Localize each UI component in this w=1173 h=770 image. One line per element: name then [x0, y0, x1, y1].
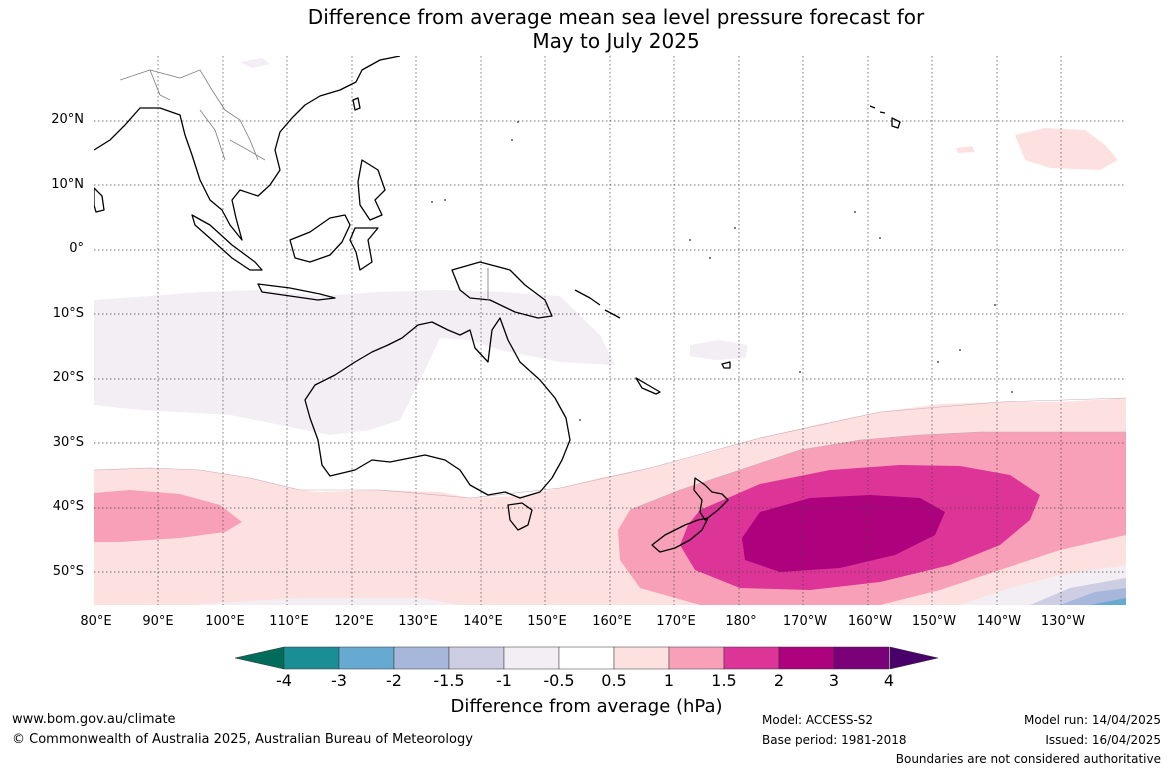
- asia-mainland-coastline: [94, 56, 401, 241]
- model-run-date: Model run: 14/04/2025: [1023, 713, 1161, 727]
- anomaly-zone-pos-light: [956, 146, 975, 153]
- lon-label: 110°E: [269, 614, 309, 629]
- colorbar-segment: [668, 646, 725, 670]
- lat-label: 0°: [69, 241, 84, 256]
- colorbar-segment: [393, 646, 450, 670]
- borneo-coastline: [289, 214, 351, 263]
- anomaly-zone-neg-light: [240, 58, 270, 68]
- model-name: Model: ACCESS-S2: [762, 713, 874, 727]
- lat-label: 40°S: [52, 499, 84, 514]
- issued-date: Issued: 16/04/2025: [1045, 733, 1161, 747]
- colorbar-segment: [338, 646, 395, 670]
- lon-label: 170°E: [656, 614, 696, 629]
- lon-label: 160°E: [592, 614, 632, 629]
- lat-label: 50°S: [52, 564, 84, 579]
- colorbar-segment: [503, 646, 560, 670]
- anomaly-zone-neg-light: [690, 340, 748, 360]
- lat-label: 30°S: [52, 435, 84, 450]
- nz-north-island-coastline: [693, 477, 729, 521]
- colorbar-tick: -4: [276, 671, 292, 690]
- colorbar-tick: -3: [331, 671, 347, 690]
- anomaly-zone-neg-strong: [1060, 588, 1126, 605]
- lat-label: 20°S: [52, 370, 84, 385]
- taiwan-coastline: [352, 97, 361, 111]
- lon-label: 80°E: [80, 614, 112, 629]
- colorbar-segment: [613, 646, 670, 670]
- lon-label: 150°E: [527, 614, 567, 629]
- colorbar-segment: [833, 646, 890, 670]
- anomaly-zone-neg-deep: [1090, 598, 1126, 605]
- lat-label: 10°N: [51, 177, 84, 192]
- lon-label: 100°E: [205, 614, 245, 629]
- sri-lanka-coastline: [94, 187, 105, 213]
- base-period: Base period: 1981-2018: [762, 733, 907, 747]
- colorbar-segment: [448, 646, 505, 670]
- nz-south-island-coastline: [651, 517, 709, 553]
- lon-label: 90°E: [142, 614, 174, 629]
- anomaly-zone-pos-light: [1015, 128, 1118, 170]
- colorbar-tick: 1.5: [711, 671, 737, 690]
- website-link[interactable]: www.bom.gov.au/climate: [12, 712, 176, 727]
- lon-label: 140°E: [463, 614, 503, 629]
- new-caledonia-coastline: [635, 377, 661, 395]
- lon-label: 130°E: [398, 614, 438, 629]
- colorbar-segment: [283, 646, 340, 670]
- colorbar-segment: [778, 646, 835, 670]
- lon-label: 130°W: [1040, 614, 1086, 629]
- lon-label: 150°W: [911, 614, 957, 629]
- java-coastline: [257, 283, 336, 301]
- lat-label: 10°S: [52, 306, 84, 321]
- colorbar-tick: 4: [883, 671, 895, 690]
- philippines-coastline: [357, 159, 386, 221]
- tasmania-coastline: [507, 502, 533, 531]
- boundaries-disclaimer: Boundaries are not considered authoritat…: [895, 752, 1161, 766]
- graticule: [94, 56, 1126, 605]
- lon-label: 140°W: [976, 614, 1022, 629]
- colorbar-tick: 1: [663, 671, 675, 690]
- colorbar-tick: -2: [386, 671, 402, 690]
- sulawesi-coastline: [349, 227, 379, 271]
- hawaii-coastline: [869, 105, 901, 129]
- lat-label: 20°N: [51, 112, 84, 127]
- lon-label: 180°: [725, 614, 757, 629]
- australia-coastline: [304, 317, 571, 499]
- colorbar-end-low: [234, 646, 285, 670]
- lon-label: 160°W: [847, 614, 893, 629]
- colorbar-tick: -1.5: [433, 671, 465, 690]
- sumatra-coastline: [191, 214, 263, 271]
- map-title-line2: May to July 2025: [532, 29, 700, 53]
- colorbar-tick: 3: [828, 671, 840, 690]
- colorbar-tick: -1: [496, 671, 512, 690]
- lon-label: 170°W: [782, 614, 828, 629]
- colorbar-segment: [723, 646, 780, 670]
- copyright-text: © Commonwealth of Australia 2025, Austra…: [12, 732, 473, 747]
- fiji-coastline: [721, 361, 731, 369]
- colorbar: [234, 646, 939, 670]
- anomaly-zone-pos-mid: [94, 490, 242, 542]
- colorbar-segment: [558, 646, 615, 670]
- map-title-line1: Difference from average mean sea level p…: [307, 5, 925, 29]
- new-guinea-coastline: [451, 261, 553, 319]
- lon-label: 120°E: [334, 614, 374, 629]
- colorbar-tick: -0.5: [543, 671, 575, 690]
- anomaly-zone-neg-light: [200, 598, 460, 605]
- solomon-islands-coastline: [574, 289, 621, 319]
- colorbar-tick: 0.5: [601, 671, 627, 690]
- colorbar-end-high: [889, 646, 939, 670]
- colorbar-label: Difference from average (hPa): [450, 696, 723, 717]
- anomaly-zone-pos-max: [742, 495, 945, 572]
- colorbar-tick: 2: [773, 671, 785, 690]
